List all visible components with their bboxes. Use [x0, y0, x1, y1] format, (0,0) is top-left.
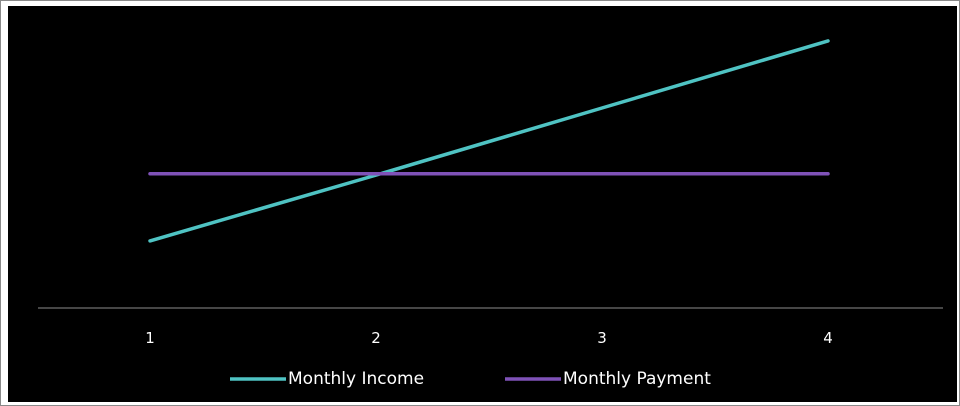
- x-tick-label: 1: [145, 329, 155, 347]
- x-tick-label: 4: [823, 329, 833, 347]
- legend-entry-0: Monthly Income: [230, 369, 424, 389]
- series-line-0: [148, 39, 830, 243]
- x-tick-label: 2: [371, 329, 381, 347]
- legend-label: Monthly Payment: [563, 369, 711, 389]
- legend-label: Monthly Income: [288, 369, 424, 389]
- legend-entry-1: Monthly Payment: [505, 369, 711, 389]
- line-chart: 1 2 3 4 Monthly Income Monthly Payment: [38, 39, 943, 389]
- x-tick-label: 3: [597, 329, 607, 347]
- chart-plot-area: 1 2 3 4 Monthly Income Monthly Payment: [8, 6, 957, 402]
